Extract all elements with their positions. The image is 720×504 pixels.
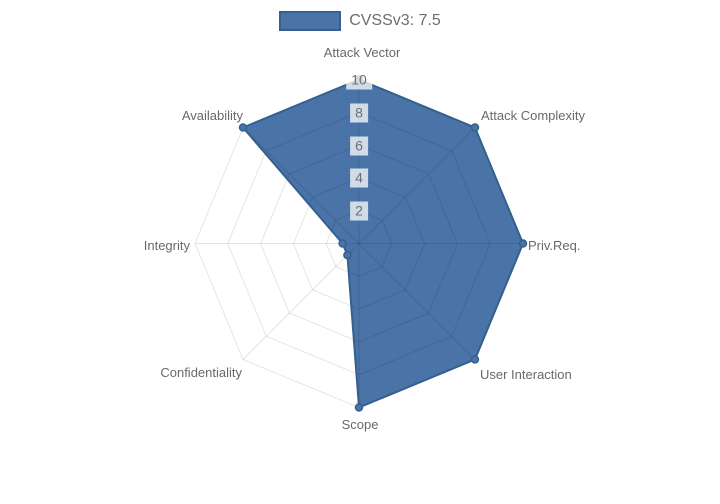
- axis-label-scope: Scope: [341, 417, 379, 432]
- tick-label-10: 10: [346, 70, 372, 90]
- axis-label-integrity: Integrity: [143, 238, 190, 253]
- tick-label-8: 8: [350, 103, 368, 123]
- radar-point: [354, 403, 364, 412]
- grid-spoke: [358, 127, 476, 244]
- grid-ring: [325, 210, 393, 277]
- grid-spoke: [242, 243, 360, 360]
- radar-area: [243, 79, 523, 408]
- grid-ring: [260, 144, 458, 343]
- axis-label-user-interaction: User Interaction: [480, 367, 572, 382]
- tick-label-4: 4: [350, 168, 368, 188]
- chart-legend[interactable]: CVSSv3: 7.5: [0, 11, 720, 31]
- legend-swatch-icon: [279, 11, 342, 31]
- legend-label: CVSSv3: 7.5: [349, 12, 441, 29]
- radar-point: [470, 355, 480, 364]
- grid-spoke: [242, 127, 360, 244]
- grid-ring: [292, 177, 426, 310]
- radar-point: [470, 123, 480, 132]
- radar-point: [238, 123, 248, 132]
- tick-label-6: 6: [350, 136, 368, 156]
- grid-ring: [227, 111, 491, 376]
- axis-label-availability: Availability: [181, 108, 243, 123]
- tick-label-2: 2: [350, 201, 368, 221]
- axis-label-attack-complexity: Attack Complexity: [481, 108, 586, 123]
- axis-label-confidentiality: Confidentiality: [160, 365, 242, 380]
- radar-point: [343, 250, 352, 260]
- radar-point: [518, 239, 528, 248]
- axis-label-priv-req: Priv.Req.: [528, 238, 581, 253]
- radar-point: [338, 239, 347, 248]
- grid-spoke: [358, 243, 476, 360]
- axis-label-attack-vector: Attack Vector: [323, 45, 401, 60]
